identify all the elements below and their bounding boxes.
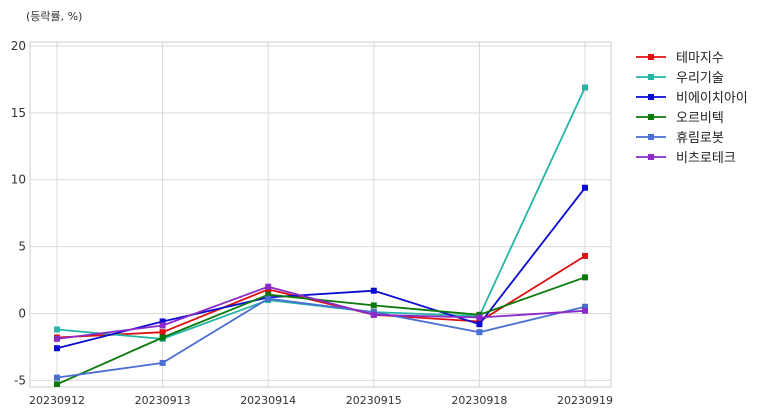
legend-label: 오르비텍: [676, 111, 724, 126]
data-point: [370, 287, 377, 294]
legend-label: 테마지수: [676, 51, 724, 66]
legend-label: 우리기술: [676, 71, 724, 86]
data-point: [582, 252, 588, 259]
legend-marker: [648, 74, 654, 80]
legend-marker: [648, 114, 654, 120]
data-point: [54, 335, 60, 342]
y-tick-label: -5: [14, 373, 26, 387]
legend-item: 오르비텍: [636, 111, 724, 126]
grid-layer: [30, 42, 611, 387]
y-axis-ticks: -5 0 5 10 15 20: [11, 39, 26, 387]
data-point: [54, 345, 60, 352]
data-point: [54, 381, 60, 387]
plot-frame: [29, 41, 612, 388]
unit-label: (등락률, %): [26, 10, 82, 23]
y-tick-label: 5: [18, 240, 26, 254]
legend-marker: [648, 54, 654, 60]
series-line: [56, 187, 586, 350]
x-axis-ticks: 20230912 20230913 20230914 20230915 20230918…: [29, 394, 613, 407]
legend-marker: [648, 134, 654, 140]
legend-item: 휴림로봇: [636, 131, 724, 146]
series-layer: [54, 84, 588, 387]
legend-label: 비에이치아이: [676, 91, 748, 106]
series-1: [54, 252, 588, 341]
data-point: [582, 184, 588, 191]
series-line: [56, 255, 586, 339]
data-point: [265, 295, 272, 302]
x-tick-label: 20230915: [346, 394, 402, 407]
data-point: [159, 329, 166, 336]
data-point: [54, 374, 60, 381]
data-point: [582, 84, 588, 91]
legend-marker: [648, 154, 654, 160]
legend-marker: [648, 94, 654, 100]
x-tick-label: 20230919: [557, 394, 613, 407]
data-point: [265, 291, 272, 298]
data-point: [476, 329, 483, 336]
x-tick-label: 20230912: [29, 394, 85, 407]
legend-label: 비츠로테크: [676, 151, 736, 166]
legend-item: 비츠로테크: [636, 151, 736, 166]
data-point: [159, 318, 166, 325]
data-point: [159, 322, 166, 329]
data-point: [476, 321, 483, 328]
data-point: [582, 303, 588, 310]
x-tick-label: 20230913: [135, 394, 191, 407]
series-4: [54, 274, 588, 387]
legend-item: 비에이치아이: [636, 91, 748, 106]
series-line: [56, 285, 586, 340]
data-point: [159, 334, 166, 341]
series-5: [54, 295, 588, 381]
series-line: [56, 297, 586, 379]
data-point: [54, 326, 60, 333]
data-point: [582, 307, 588, 314]
data-point: [582, 274, 588, 281]
y-tick-label: 20: [11, 39, 26, 53]
legend-item: 우리기술: [636, 71, 724, 86]
legend-label: 휴림로봇: [676, 131, 724, 146]
data-point: [476, 314, 483, 321]
data-point: [370, 302, 377, 309]
x-tick-label: 20230918: [451, 394, 507, 407]
series-6: [54, 283, 588, 342]
data-point: [370, 311, 377, 318]
data-point: [159, 359, 166, 366]
y-tick-label: 10: [11, 173, 26, 187]
y-tick-label: 15: [11, 106, 26, 120]
legend-item: 테마지수: [636, 51, 724, 66]
y-tick-label: 0: [18, 306, 26, 320]
x-tick-label: 20230914: [240, 394, 296, 407]
data-point: [265, 283, 272, 290]
